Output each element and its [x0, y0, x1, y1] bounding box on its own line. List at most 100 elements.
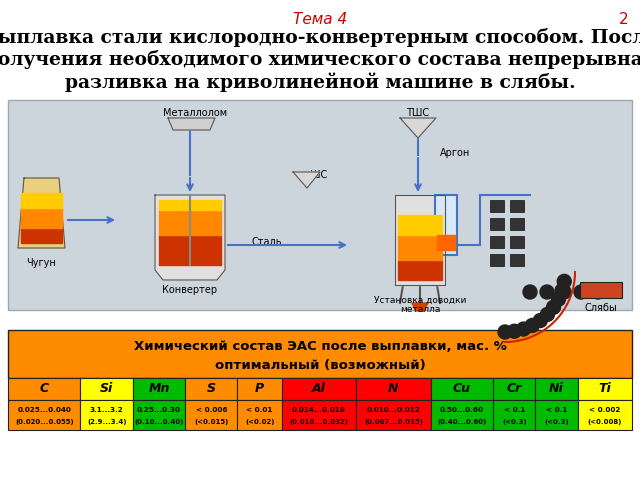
- Bar: [133, 378, 185, 400]
- Text: (<0.015): (<0.015): [194, 419, 228, 425]
- Circle shape: [516, 322, 531, 336]
- Bar: [8, 330, 632, 378]
- Polygon shape: [159, 210, 221, 235]
- Text: ТШС: ТШС: [406, 108, 429, 118]
- Text: 0.50...0.60: 0.50...0.60: [440, 407, 484, 413]
- Bar: [510, 254, 524, 266]
- Bar: [490, 200, 504, 212]
- Bar: [510, 218, 524, 230]
- Circle shape: [540, 307, 554, 322]
- Polygon shape: [21, 208, 62, 228]
- Bar: [490, 218, 504, 230]
- Polygon shape: [398, 260, 442, 280]
- Text: C: C: [40, 383, 49, 396]
- Circle shape: [523, 285, 537, 299]
- Bar: [8, 100, 632, 310]
- Bar: [431, 400, 493, 430]
- Text: (<0.3): (<0.3): [502, 419, 527, 425]
- Circle shape: [525, 318, 540, 333]
- Polygon shape: [398, 215, 442, 235]
- Polygon shape: [395, 195, 445, 285]
- Text: 0.014...0.018: 0.014...0.018: [292, 407, 346, 413]
- Text: Установка доводки: Установка доводки: [374, 296, 466, 305]
- Text: ШС: ШС: [310, 170, 327, 180]
- Bar: [490, 236, 504, 248]
- Bar: [536, 378, 578, 400]
- Bar: [490, 254, 504, 266]
- Bar: [431, 378, 493, 400]
- Text: оптимальный (возможный): оптимальный (возможный): [214, 360, 426, 372]
- Text: N: N: [388, 383, 399, 396]
- Bar: [578, 378, 632, 400]
- Text: разливка на криволинейной машине в слябы.: разливка на криволинейной машине в слябы…: [65, 72, 575, 92]
- Text: Mn: Mn: [148, 383, 170, 396]
- Polygon shape: [398, 235, 442, 260]
- Text: Конвертер: Конвертер: [163, 285, 218, 295]
- Text: 2: 2: [618, 12, 628, 27]
- Text: < 0.006: < 0.006: [196, 407, 227, 413]
- Polygon shape: [437, 235, 455, 250]
- Circle shape: [508, 324, 522, 338]
- Text: (0.40...0.60): (0.40...0.60): [437, 419, 486, 425]
- Text: Ni: Ni: [549, 383, 564, 396]
- Text: (0.010...0.032): (0.010...0.032): [289, 419, 348, 425]
- Text: S: S: [207, 383, 216, 396]
- Polygon shape: [18, 178, 65, 248]
- Text: Химический состав ЭАС после выплавки, мас. %: Химический состав ЭАС после выплавки, ма…: [134, 339, 506, 352]
- Text: < 0.1: < 0.1: [546, 407, 567, 413]
- Text: 3.1...3.2: 3.1...3.2: [90, 407, 124, 413]
- Text: < 0.002: < 0.002: [589, 407, 621, 413]
- Bar: [578, 400, 632, 430]
- Text: P: P: [255, 383, 264, 396]
- Text: (<0.02): (<0.02): [245, 419, 275, 425]
- Text: 0.025...0.040: 0.025...0.040: [17, 407, 71, 413]
- Text: (0.007...0.015): (0.007...0.015): [364, 419, 423, 425]
- Polygon shape: [400, 118, 436, 138]
- Bar: [81, 400, 133, 430]
- Bar: [536, 400, 578, 430]
- Bar: [510, 236, 524, 248]
- Bar: [510, 200, 524, 212]
- Polygon shape: [159, 235, 221, 265]
- Bar: [282, 378, 356, 400]
- Text: Al: Al: [312, 383, 326, 396]
- Bar: [356, 378, 431, 400]
- Text: получения необходимого химического состава непрерывная: получения необходимого химического соста…: [0, 50, 640, 69]
- Text: Si: Si: [100, 383, 113, 396]
- Polygon shape: [21, 228, 62, 243]
- Text: < 0.1: < 0.1: [504, 407, 525, 413]
- Polygon shape: [412, 303, 428, 311]
- Circle shape: [591, 285, 605, 299]
- Text: Тема 4: Тема 4: [293, 12, 347, 27]
- Text: (<0.008): (<0.008): [588, 419, 622, 425]
- Circle shape: [557, 285, 571, 299]
- Text: металла: металла: [400, 305, 440, 314]
- Circle shape: [533, 313, 547, 327]
- Bar: [8, 378, 81, 400]
- Bar: [8, 400, 81, 430]
- Text: (0.020...0.055): (0.020...0.055): [15, 419, 74, 425]
- Polygon shape: [159, 200, 221, 210]
- Text: Cr: Cr: [507, 383, 522, 396]
- Circle shape: [555, 284, 569, 298]
- Bar: [580, 282, 622, 298]
- Bar: [81, 378, 133, 400]
- Text: (0.10...0.40): (0.10...0.40): [134, 419, 184, 425]
- Circle shape: [574, 285, 588, 299]
- Bar: [493, 378, 536, 400]
- Circle shape: [552, 292, 566, 306]
- Text: Ti: Ti: [598, 383, 611, 396]
- Circle shape: [540, 285, 554, 299]
- Text: 0.25...0.30: 0.25...0.30: [137, 407, 181, 413]
- Text: (2.9...3.4): (2.9...3.4): [87, 419, 126, 425]
- Bar: [356, 400, 431, 430]
- Text: Выплавка стали кислородно-конвертерным способом. После: Выплавка стали кислородно-конвертерным с…: [0, 28, 640, 47]
- Text: (<0.3): (<0.3): [544, 419, 569, 425]
- Bar: [282, 400, 356, 430]
- Bar: [493, 400, 536, 430]
- Bar: [133, 400, 185, 430]
- Polygon shape: [155, 195, 225, 280]
- Text: Аргон: Аргон: [440, 148, 470, 158]
- Text: Металлолом: Металлолом: [163, 108, 227, 118]
- Circle shape: [557, 275, 572, 288]
